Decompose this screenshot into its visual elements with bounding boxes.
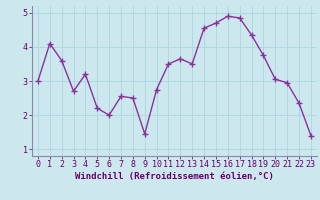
X-axis label: Windchill (Refroidissement éolien,°C): Windchill (Refroidissement éolien,°C) [75,172,274,181]
